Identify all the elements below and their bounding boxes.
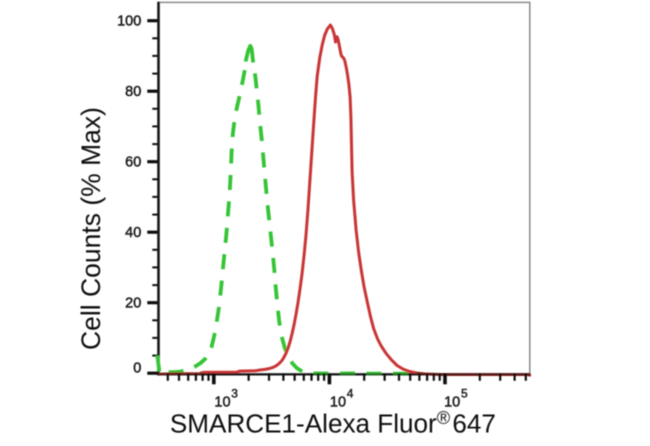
svg-text:60: 60 xyxy=(125,155,141,171)
svg-text:10: 10 xyxy=(330,395,346,411)
svg-text:5: 5 xyxy=(461,387,468,401)
svg-text:10: 10 xyxy=(214,395,230,411)
svg-text:4: 4 xyxy=(347,387,354,401)
svg-text:0: 0 xyxy=(133,360,141,376)
svg-text:10: 10 xyxy=(444,395,460,411)
svg-text:40: 40 xyxy=(125,225,141,241)
svg-text:Cell Counts (% Max): Cell Counts (% Max) xyxy=(76,107,106,350)
svg-text:80: 80 xyxy=(125,84,141,100)
svg-text:100: 100 xyxy=(117,14,141,30)
svg-text:20: 20 xyxy=(125,296,141,312)
svg-text:3: 3 xyxy=(231,387,238,401)
